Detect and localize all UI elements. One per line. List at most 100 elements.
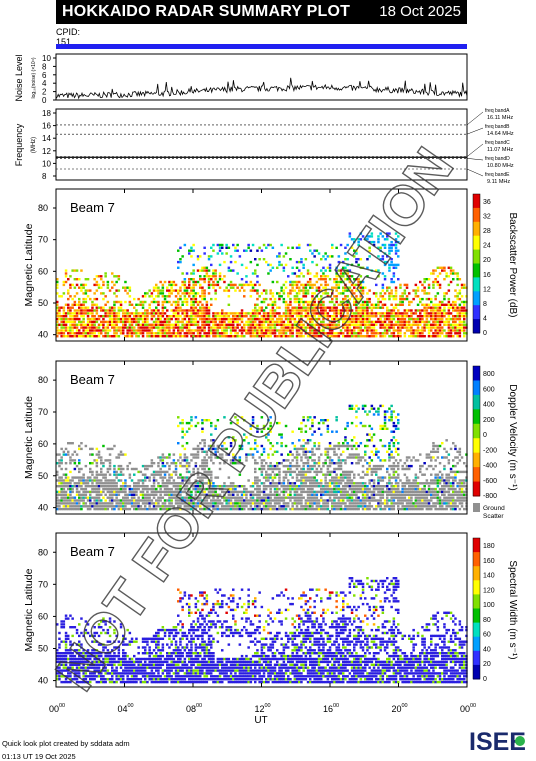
data-cell bbox=[71, 479, 74, 482]
data-cell bbox=[106, 335, 110, 338]
data-cell bbox=[291, 309, 294, 312]
data-cell bbox=[441, 317, 444, 321]
data-cell bbox=[434, 315, 437, 318]
data-cell bbox=[397, 317, 400, 321]
data-cell bbox=[247, 312, 250, 315]
data-cell bbox=[227, 269, 231, 272]
data-cell bbox=[62, 283, 66, 287]
data-cell bbox=[93, 315, 96, 318]
data-cell bbox=[416, 315, 420, 318]
data-cell bbox=[135, 467, 138, 471]
data-cell bbox=[179, 462, 182, 465]
data-cell bbox=[364, 450, 367, 453]
data-cell bbox=[346, 243, 349, 247]
data-cell bbox=[71, 297, 74, 301]
data-cell bbox=[251, 332, 255, 335]
data-cell bbox=[161, 315, 165, 318]
data-cell bbox=[302, 482, 305, 485]
data-cell bbox=[289, 323, 292, 326]
data-cell bbox=[203, 315, 206, 318]
data-cell bbox=[73, 326, 77, 329]
data-cell bbox=[214, 453, 217, 456]
data-cell bbox=[161, 309, 165, 312]
data-cell bbox=[221, 487, 224, 491]
data-cell bbox=[427, 326, 431, 329]
data-cell bbox=[104, 295, 107, 298]
data-cell bbox=[276, 255, 279, 258]
data-cell bbox=[62, 312, 66, 315]
data-cell bbox=[335, 502, 338, 505]
data-cell bbox=[113, 507, 116, 511]
data-cell bbox=[188, 502, 191, 505]
data-cell bbox=[273, 464, 277, 468]
data-cell bbox=[289, 303, 292, 306]
data-cell bbox=[445, 332, 448, 335]
data-cell bbox=[64, 507, 68, 511]
data-cell bbox=[97, 335, 101, 338]
data-cell bbox=[333, 453, 336, 456]
data-cell bbox=[196, 258, 200, 261]
data-cell bbox=[335, 473, 338, 476]
data-cell bbox=[313, 283, 316, 287]
data-cell bbox=[302, 329, 305, 332]
data-cell bbox=[287, 485, 290, 488]
data-cell bbox=[146, 315, 149, 318]
data-cell bbox=[148, 505, 151, 508]
data-cell bbox=[67, 482, 70, 485]
data-cell bbox=[326, 470, 330, 474]
data-cell bbox=[379, 317, 382, 321]
data-cell bbox=[368, 317, 371, 321]
data-cell bbox=[212, 439, 215, 442]
data-cell bbox=[75, 317, 79, 321]
data-cell bbox=[89, 493, 92, 496]
data-cell bbox=[207, 473, 211, 476]
data-cell bbox=[126, 312, 129, 315]
data-cell bbox=[350, 470, 354, 474]
data-cell bbox=[201, 464, 204, 468]
data-cell bbox=[379, 332, 382, 335]
data-cell bbox=[238, 505, 242, 508]
data-cell bbox=[436, 306, 440, 309]
data-cell bbox=[192, 470, 195, 474]
data-cell bbox=[326, 255, 330, 258]
data-cell bbox=[203, 502, 206, 505]
data-cell bbox=[234, 317, 237, 321]
noise-ytick-label: 6 bbox=[42, 71, 47, 80]
data-cell bbox=[339, 482, 343, 485]
data-cell bbox=[141, 493, 145, 496]
data-cell bbox=[386, 238, 389, 241]
data-cell bbox=[379, 246, 382, 249]
data-cell bbox=[273, 473, 277, 476]
data-cell bbox=[353, 315, 356, 318]
data-cell bbox=[152, 312, 156, 315]
data-cell bbox=[130, 499, 134, 502]
data-cell bbox=[463, 309, 466, 312]
data-cell bbox=[300, 499, 303, 502]
data-cell bbox=[410, 329, 413, 332]
data-cell bbox=[251, 317, 255, 321]
data-cell bbox=[397, 303, 400, 306]
data-cell bbox=[56, 303, 59, 306]
data-cell bbox=[73, 476, 77, 479]
data-cell bbox=[139, 329, 143, 332]
colorbar-label: Backscatter Power (dB) bbox=[507, 212, 518, 317]
data-cell bbox=[247, 283, 250, 287]
data-cell bbox=[135, 303, 138, 306]
data-cell bbox=[324, 473, 327, 476]
data-cell bbox=[119, 464, 123, 468]
data-cell bbox=[119, 479, 123, 482]
data-cell bbox=[267, 496, 270, 499]
data-cell bbox=[458, 292, 462, 295]
data-cell bbox=[328, 473, 332, 476]
data-cell bbox=[337, 487, 341, 491]
data-cell bbox=[56, 496, 59, 499]
data-cell bbox=[267, 320, 270, 324]
data-cell bbox=[163, 312, 167, 315]
data-cell bbox=[172, 482, 176, 485]
data-cell bbox=[359, 312, 363, 315]
data-cell bbox=[227, 496, 231, 499]
data-cell bbox=[71, 476, 74, 479]
data-cell bbox=[190, 272, 193, 275]
data-cell bbox=[221, 505, 224, 508]
